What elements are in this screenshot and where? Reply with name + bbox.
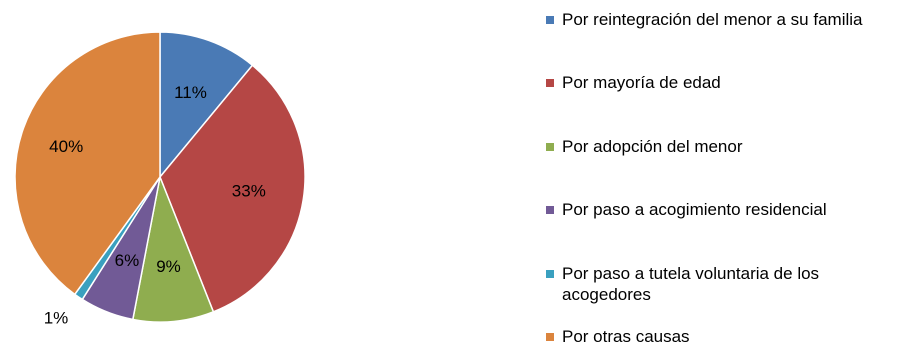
legend-swatch: [546, 333, 554, 341]
legend-swatch: [546, 143, 554, 151]
pie-data-label: 40%: [49, 137, 83, 156]
pie-data-label: 1%: [44, 309, 69, 328]
pie-slice: [159, 31, 254, 180]
legend-label: Por mayoría de edad: [562, 73, 721, 92]
pie-slice: [14, 31, 161, 296]
legend-swatch: [546, 16, 554, 24]
legend-label: Por adopción del menor: [562, 137, 743, 156]
pie-slice: [131, 174, 215, 323]
legend-label: Por paso a tutela voluntaria de los acog…: [562, 264, 820, 304]
pie-data-label: 9%: [156, 257, 181, 276]
pie-slice: [159, 64, 306, 313]
pie-data-labels: 11% 33% 9% 6% 1% 40%: [44, 83, 266, 328]
pie-chart: 11% 33% 9% 6% 1% 40%: [14, 31, 306, 328]
legend-label: Por otras causas: [562, 327, 690, 346]
pie-data-label: 6%: [115, 251, 140, 270]
legend-swatch: [546, 270, 554, 278]
pie-data-label: 33%: [232, 182, 266, 201]
legend-label: Por paso a acogimiento residencial: [562, 200, 827, 219]
pie-data-label: 11%: [174, 83, 207, 102]
pie-slices: [14, 31, 306, 323]
legend: Por reintegración del menor a su familia…: [546, 0, 896, 346]
legend-label: Por reintegración del menor a su familia: [562, 10, 863, 29]
legend-swatch: [546, 206, 554, 214]
legend-swatch: [546, 79, 554, 87]
